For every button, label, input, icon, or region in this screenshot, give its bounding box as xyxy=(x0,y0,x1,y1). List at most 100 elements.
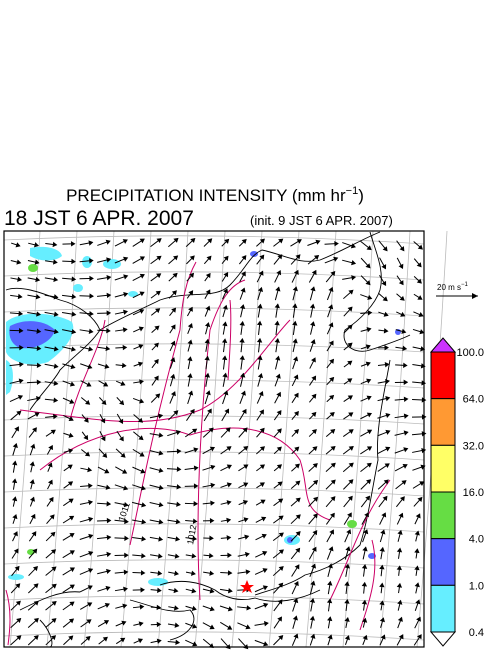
wind-arrow-head xyxy=(36,379,42,385)
wind-arrow-head xyxy=(33,635,39,641)
wind-arrow-head xyxy=(50,531,56,537)
wind-arrow-head xyxy=(221,355,228,361)
precip-area xyxy=(9,321,55,349)
wind-arrow-head xyxy=(312,446,318,452)
wind-arrow-head xyxy=(275,286,281,292)
wind-arrow-head xyxy=(399,496,405,502)
wind-arrow-head xyxy=(348,462,354,468)
wind-arrow-head xyxy=(379,582,385,588)
wind-arrow-head xyxy=(346,529,352,535)
map-frame xyxy=(3,230,425,648)
wind-arrow-head xyxy=(67,464,73,470)
colorbar-label: 0.4 xyxy=(469,627,484,639)
wind-scale-label: 20 m s−1 xyxy=(437,282,469,292)
wind-arrow-head xyxy=(51,600,57,606)
wind-arrow-head xyxy=(12,460,18,466)
wind-arrow-head xyxy=(139,256,145,262)
wind-arrow-head xyxy=(278,532,284,538)
wind-arrow-head xyxy=(293,580,299,587)
wind-arrow-head xyxy=(328,546,334,552)
wind-arrow-head xyxy=(366,378,372,384)
wind-arrow-head xyxy=(361,564,368,569)
wind-vectors xyxy=(9,237,427,650)
parallel xyxy=(3,271,425,281)
wind-arrow-head xyxy=(228,588,233,594)
wind-arrow-head xyxy=(403,379,409,385)
wind-arrow-head xyxy=(399,246,405,252)
wind-arrow-head xyxy=(348,289,354,295)
wind-arrow-head xyxy=(414,530,420,536)
wind-arrow-head xyxy=(224,408,230,414)
wind-arrow-head xyxy=(53,276,59,283)
wind-arrow-head xyxy=(155,308,161,314)
wind-arrow-head xyxy=(140,587,145,593)
wind-arrow-head xyxy=(417,244,423,250)
wind-arrow-head xyxy=(156,273,162,279)
wind-arrow-head xyxy=(292,303,298,309)
wind-arrow-head xyxy=(311,546,317,552)
wind-arrow-head xyxy=(33,617,39,623)
wind-arrow-head xyxy=(189,255,195,261)
wind-arrow-head xyxy=(123,485,129,491)
wind-arrow-head xyxy=(333,256,339,262)
wind-arrow-head xyxy=(68,448,74,454)
wind-arrow-head xyxy=(173,410,179,416)
precip-area xyxy=(73,284,83,292)
wind-arrow-head xyxy=(69,398,75,404)
wind-arrow-head xyxy=(156,621,162,628)
wind-arrow-head xyxy=(417,295,423,300)
wind-arrow-head xyxy=(106,534,112,541)
wind-arrow-head xyxy=(209,446,216,452)
wind-arrow-head xyxy=(313,496,319,502)
wind-arrow-head xyxy=(36,328,42,334)
wind-arrow-head xyxy=(52,241,58,248)
precip-area xyxy=(8,574,24,580)
wind-arrow-head xyxy=(348,445,354,451)
wind-arrow-head xyxy=(52,259,58,265)
wind-arrow-head xyxy=(278,582,284,588)
wind-arrow-head xyxy=(122,327,128,333)
wind-arrow-head xyxy=(173,605,179,611)
wind-arrow-head xyxy=(187,373,193,379)
wind-arrow-head xyxy=(379,617,385,623)
wind-arrow-head xyxy=(227,570,233,576)
wind-arrow-head xyxy=(204,372,211,378)
wind-arrow-head xyxy=(414,582,420,588)
wind-arrow-head xyxy=(415,513,421,519)
wind-arrow-head xyxy=(295,514,301,520)
wind-arrow-head xyxy=(362,634,368,641)
wind-arrow-head xyxy=(158,467,164,473)
wind-arrow-head xyxy=(157,570,163,576)
wind-arrow-head xyxy=(381,264,387,270)
wind-arrow-head xyxy=(367,310,373,316)
wind-arrow-head xyxy=(84,451,91,457)
wind-arrow-head xyxy=(366,395,372,401)
wind-arrow-head xyxy=(32,427,37,433)
wind-arrow-head xyxy=(223,272,229,278)
parallel xyxy=(3,631,425,641)
wind-arrow-head xyxy=(174,622,180,628)
wind-arrow-head xyxy=(70,346,76,352)
wind-arrow-head xyxy=(276,410,282,416)
wind-arrow-head xyxy=(380,634,386,640)
wind-arrow-head xyxy=(294,410,299,417)
meridian xyxy=(157,230,189,648)
wind-arrow-head xyxy=(53,380,59,386)
wind-arrow-head xyxy=(384,362,390,368)
wind-arrow-head xyxy=(263,641,269,647)
wind-arrow-head xyxy=(347,495,353,501)
wind-arrow-head xyxy=(293,356,299,362)
wind-arrow-head xyxy=(244,534,250,540)
wind-arrow-head xyxy=(366,245,372,251)
wind-arrow-head xyxy=(33,583,39,589)
wind-arrow-head xyxy=(361,599,368,605)
wind-arrow-head xyxy=(327,563,333,569)
wind-arrow-head xyxy=(277,616,282,622)
wind-arrow-head xyxy=(71,328,77,335)
wind-arrow-head xyxy=(385,446,391,452)
wind-arrow-head xyxy=(106,551,112,558)
wind-arrow-head xyxy=(123,274,129,280)
title-end: ) xyxy=(358,186,364,205)
wind-arrow-head xyxy=(16,410,22,416)
